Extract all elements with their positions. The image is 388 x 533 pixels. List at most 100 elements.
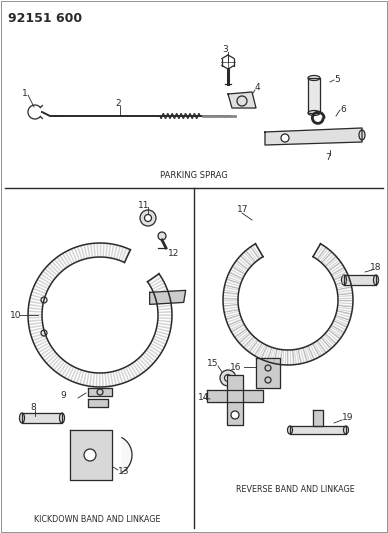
Polygon shape <box>223 304 238 307</box>
Ellipse shape <box>308 76 320 80</box>
Polygon shape <box>302 348 308 362</box>
Polygon shape <box>115 370 120 384</box>
Polygon shape <box>92 373 95 387</box>
Text: 13: 13 <box>118 467 130 477</box>
Ellipse shape <box>308 110 320 116</box>
Polygon shape <box>289 350 291 365</box>
Polygon shape <box>329 328 342 337</box>
Polygon shape <box>39 276 51 285</box>
Polygon shape <box>22 413 62 423</box>
Polygon shape <box>33 288 46 294</box>
Polygon shape <box>28 319 42 322</box>
Polygon shape <box>223 289 239 293</box>
Circle shape <box>231 411 239 419</box>
Polygon shape <box>238 257 250 268</box>
Polygon shape <box>71 248 78 262</box>
Polygon shape <box>230 269 244 277</box>
Polygon shape <box>336 284 351 289</box>
Polygon shape <box>223 292 238 295</box>
Polygon shape <box>226 314 241 320</box>
Polygon shape <box>338 306 352 310</box>
Circle shape <box>144 214 151 222</box>
Polygon shape <box>154 288 168 295</box>
Polygon shape <box>336 281 351 287</box>
Polygon shape <box>50 357 61 368</box>
Polygon shape <box>335 317 349 323</box>
Polygon shape <box>31 333 45 338</box>
Polygon shape <box>30 297 44 302</box>
Text: 9: 9 <box>60 391 66 400</box>
Polygon shape <box>330 264 343 273</box>
Polygon shape <box>232 266 245 275</box>
Polygon shape <box>44 351 55 361</box>
Polygon shape <box>290 426 346 434</box>
Polygon shape <box>74 247 80 261</box>
Polygon shape <box>298 349 302 364</box>
Polygon shape <box>323 254 334 265</box>
Polygon shape <box>77 246 83 260</box>
Text: 7: 7 <box>325 152 331 161</box>
Polygon shape <box>153 285 166 292</box>
Polygon shape <box>258 344 266 359</box>
Polygon shape <box>223 302 238 304</box>
Polygon shape <box>107 373 111 386</box>
Circle shape <box>140 210 156 226</box>
Polygon shape <box>320 250 331 262</box>
Polygon shape <box>61 364 70 376</box>
Polygon shape <box>156 330 170 336</box>
Polygon shape <box>318 248 328 261</box>
Polygon shape <box>34 337 47 344</box>
Polygon shape <box>263 346 270 361</box>
Ellipse shape <box>374 275 379 285</box>
Polygon shape <box>158 311 172 313</box>
Polygon shape <box>337 289 352 293</box>
Polygon shape <box>338 300 353 302</box>
Polygon shape <box>282 350 284 365</box>
Polygon shape <box>338 304 353 307</box>
Polygon shape <box>156 298 170 302</box>
Circle shape <box>158 232 166 240</box>
Polygon shape <box>140 356 151 367</box>
Polygon shape <box>93 243 96 257</box>
Polygon shape <box>120 369 126 383</box>
Polygon shape <box>118 247 124 261</box>
Polygon shape <box>338 297 353 299</box>
Polygon shape <box>100 243 101 257</box>
Polygon shape <box>97 243 99 257</box>
Circle shape <box>281 134 289 142</box>
Polygon shape <box>82 372 87 385</box>
Polygon shape <box>73 369 80 382</box>
Polygon shape <box>274 349 278 364</box>
Polygon shape <box>51 261 62 272</box>
Polygon shape <box>335 279 350 285</box>
Polygon shape <box>149 345 161 354</box>
Polygon shape <box>137 359 146 371</box>
Text: 19: 19 <box>342 414 353 423</box>
Polygon shape <box>29 322 43 325</box>
Polygon shape <box>276 349 280 364</box>
Text: 6: 6 <box>340 104 346 114</box>
Polygon shape <box>86 372 90 386</box>
Polygon shape <box>266 347 272 361</box>
Polygon shape <box>344 275 376 285</box>
Polygon shape <box>308 345 315 360</box>
Polygon shape <box>67 367 74 379</box>
Polygon shape <box>240 255 251 266</box>
Polygon shape <box>243 252 255 264</box>
Polygon shape <box>58 362 68 375</box>
Polygon shape <box>327 260 340 270</box>
Polygon shape <box>322 252 333 264</box>
Text: 15: 15 <box>207 359 218 367</box>
Polygon shape <box>332 322 346 330</box>
Polygon shape <box>150 290 185 304</box>
Polygon shape <box>284 350 286 365</box>
Polygon shape <box>64 365 72 378</box>
Polygon shape <box>324 335 335 346</box>
Polygon shape <box>156 295 170 300</box>
Polygon shape <box>37 279 50 287</box>
Ellipse shape <box>341 275 346 285</box>
Text: 3: 3 <box>222 45 228 54</box>
Polygon shape <box>306 346 313 361</box>
Polygon shape <box>142 354 154 364</box>
Polygon shape <box>334 319 348 326</box>
